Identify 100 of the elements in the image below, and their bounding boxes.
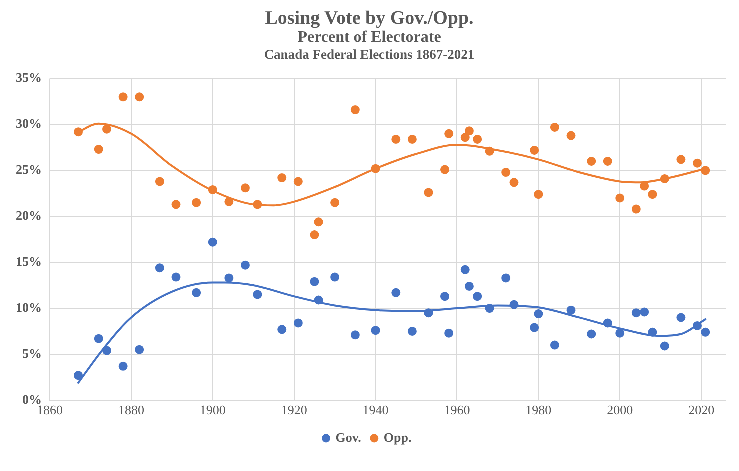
point: [310, 230, 320, 240]
point: [408, 326, 417, 336]
point: [444, 129, 454, 138]
point: [510, 300, 519, 310]
point: [330, 272, 340, 282]
point: [240, 260, 250, 270]
point: [603, 156, 612, 166]
point: [587, 330, 596, 339]
point: [440, 292, 450, 302]
point: [74, 371, 84, 380]
x-tick-label: 1900: [200, 402, 226, 418]
point: [485, 304, 494, 314]
point: [314, 218, 324, 227]
point: [566, 131, 576, 140]
point: [502, 274, 511, 283]
point: [550, 340, 560, 350]
point: [350, 330, 360, 340]
point: [424, 188, 434, 198]
point: [224, 274, 234, 283]
chart-title: Losing Vote by Gov./Opp.: [264, 8, 475, 29]
point: [648, 328, 658, 337]
y-tick-label: 20%: [16, 208, 42, 223]
point: [155, 264, 164, 273]
point: [94, 334, 104, 344]
point: [485, 146, 494, 156]
point: [192, 288, 202, 298]
point: [473, 292, 482, 302]
y-tick-label: 15%: [16, 254, 42, 269]
point: [208, 238, 218, 247]
x-tick-label: 2020: [688, 402, 715, 418]
point: [660, 342, 670, 351]
x-tick-label: 1940: [362, 402, 389, 418]
point: [676, 155, 686, 164]
point: [278, 174, 287, 183]
point: [192, 198, 202, 208]
point: [135, 92, 144, 102]
point: [371, 164, 380, 174]
point: [648, 190, 658, 200]
point: [253, 290, 262, 300]
point: [660, 174, 670, 184]
point: [550, 123, 560, 132]
point: [632, 204, 641, 214]
point: [118, 92, 128, 102]
point: [464, 282, 474, 291]
point: [278, 325, 287, 334]
y-tick-label: 10%: [16, 300, 42, 315]
point: [392, 134, 401, 144]
point: [371, 326, 380, 336]
point: [701, 166, 710, 176]
point: [692, 321, 702, 330]
point: [135, 345, 144, 354]
point: [310, 277, 320, 286]
point: [240, 184, 250, 193]
point: [530, 323, 540, 332]
point: [692, 158, 702, 168]
point: [102, 124, 112, 134]
point: [701, 328, 710, 337]
point: [118, 362, 128, 371]
point: [172, 200, 181, 210]
legend-label: Gov.: [336, 430, 362, 445]
point: [94, 145, 104, 154]
y-tick-label: 30%: [16, 116, 42, 132]
point: [603, 318, 612, 328]
point: [314, 296, 324, 305]
y-tick-label: 35%: [16, 70, 42, 86]
point: [330, 198, 340, 208]
point: [224, 197, 234, 206]
point: [534, 310, 544, 319]
point: [294, 318, 303, 328]
point: [640, 308, 650, 317]
point: [444, 328, 454, 338]
point: [392, 288, 401, 298]
x-tick-label: 1920: [281, 402, 308, 418]
point: [566, 306, 576, 315]
point: [294, 177, 303, 186]
point: [74, 128, 84, 137]
point: [102, 346, 112, 356]
point: [350, 106, 360, 115]
point: [464, 126, 474, 136]
point: [408, 134, 417, 144]
x-tick-label: 1880: [118, 402, 144, 418]
chart-subtitle: Percent of Electorate: [296, 29, 442, 47]
point: [155, 177, 164, 186]
x-tick-label: 1960: [444, 402, 470, 418]
point: [253, 200, 262, 210]
point: [502, 168, 511, 178]
y-tick-label: 25%: [16, 162, 42, 178]
point: [440, 165, 450, 174]
point: [172, 272, 181, 282]
point: [510, 178, 519, 188]
point: [460, 133, 470, 142]
point: [530, 146, 540, 155]
point: [676, 313, 686, 322]
point: [208, 185, 218, 194]
point: [473, 134, 482, 144]
x-tick-label: 2000: [607, 402, 634, 418]
point: [632, 308, 641, 318]
legend-label: Opp.: [384, 430, 412, 445]
x-tick-label: 1980: [526, 402, 552, 418]
point: [424, 308, 434, 318]
